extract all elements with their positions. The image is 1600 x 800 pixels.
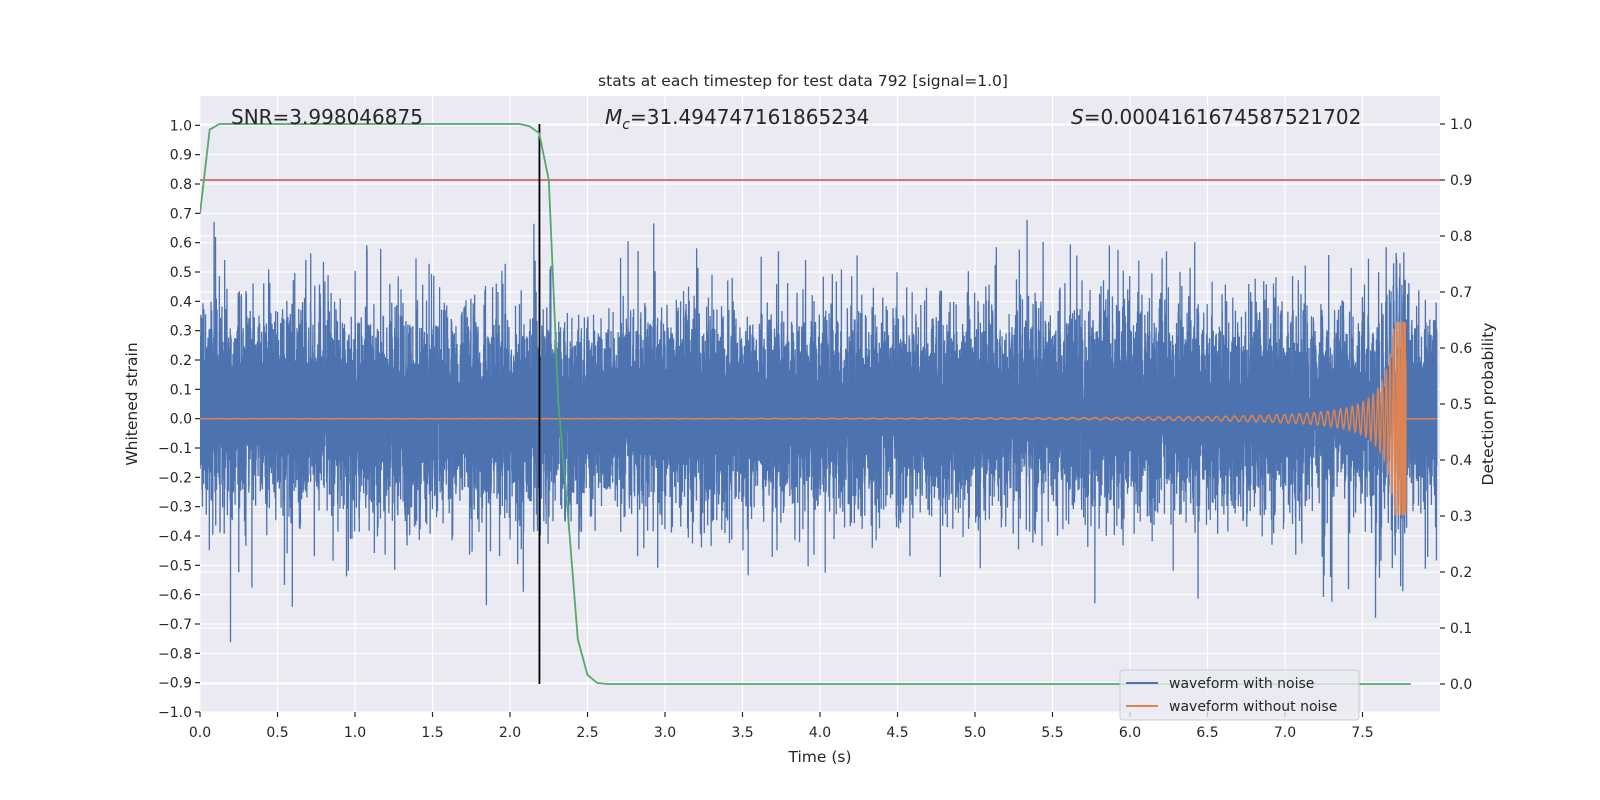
y-tick-label: −0.5 (158, 558, 192, 574)
x-tick-label: 2.5 (576, 725, 598, 741)
chart-title: stats at each timestep for test data 792… (598, 72, 1008, 90)
y-right-tick-label: 0.3 (1450, 509, 1472, 525)
y-right-tick-label: 0.9 (1450, 173, 1472, 189)
y-tick-label: 0.3 (170, 324, 192, 340)
x-tick-label: 5.0 (964, 725, 986, 741)
legend-label-clean: waveform without noise (1169, 699, 1337, 715)
mc-value: =31.494747161865234 (630, 105, 869, 129)
clean-waveform-line (200, 320, 1437, 516)
x-tick-label: 1.5 (421, 725, 443, 741)
x-tick-label: 1.0 (344, 725, 366, 741)
snr-annotation: SNR=3.998046875 (231, 105, 423, 129)
x-tick-label: 7.0 (1274, 725, 1296, 741)
y-tick-label: 0.9 (170, 148, 192, 164)
x-tick-label: 5.5 (1041, 725, 1063, 741)
y-tick-label: −0.8 (158, 646, 192, 662)
y-right-tick-label: 0.0 (1450, 677, 1472, 693)
y-right-tick-label: 0.2 (1450, 565, 1472, 581)
y-tick-label: −0.6 (158, 588, 192, 604)
y-tick-label: −0.3 (158, 500, 192, 516)
y-tick-label: −0.2 (158, 470, 192, 486)
legend-box (1119, 669, 1360, 721)
legend: waveform with noise waveform without noi… (1119, 669, 1360, 721)
y-tick-label: −1.0 (158, 705, 192, 721)
y-axis-label: Whitened strain (123, 342, 141, 465)
y-tick-label: 0.0 (170, 412, 192, 428)
s-value: =0.00041616745875217​02 (1084, 105, 1362, 129)
y-right-tick-label: 0.6 (1450, 341, 1472, 357)
y-tick-label: −0.7 (158, 617, 192, 633)
ticks: 0.0 0.5 1.0 1.5 2.0 2.5 3.0 3.5 4.0 4.5 5.0 5.5 6.0 6… (158, 117, 1472, 741)
y-tick-label: −0.1 (158, 441, 192, 457)
y-tick-label: 0.5 (170, 265, 192, 281)
y-tick-label: 0.8 (170, 177, 192, 193)
y-tick-label: 0.2 (170, 353, 192, 369)
x-tick-label: 0.0 (189, 725, 211, 741)
s-symbol: S (1071, 105, 1084, 129)
x-tick-label: 0.5 (266, 725, 288, 741)
y-tick-label: 0.7 (170, 206, 192, 222)
y-right-tick-label: 0.8 (1450, 229, 1472, 245)
x-tick-label: 3.0 (654, 725, 676, 741)
y-tick-label: 0.4 (170, 294, 192, 310)
legend-label-noise: waveform with noise (1169, 676, 1314, 692)
y-tick-label: −0.9 (158, 676, 192, 692)
y-tick-label: 1.0 (170, 118, 192, 134)
x-axis-label: Time (s) (787, 748, 851, 766)
chirp-mass-annotation: Mc=31.494747161865234 (605, 105, 869, 133)
x-tick-label: 3.5 (731, 725, 753, 741)
y-tick-label: 0.6 (170, 236, 192, 252)
mc-symbol: M (605, 105, 622, 129)
x-tick-label: 6.0 (1119, 725, 1141, 741)
x-tick-label: 7.5 (1351, 725, 1373, 741)
y-right-tick-label: 0.1 (1450, 621, 1472, 637)
noisy-waveform-line (200, 219, 1438, 643)
x-tick-label: 6.5 (1196, 725, 1218, 741)
y-right-tick-label: 0.7 (1450, 285, 1472, 301)
mc-subscript: c (622, 117, 630, 133)
y-right-tick-label: 1.0 (1450, 117, 1472, 133)
x-tick-label: 4.0 (809, 725, 831, 741)
s-annotation: S=0.00041616745875217​02 (1071, 105, 1361, 129)
series-group (200, 123, 1440, 685)
x-tick-label: 2.0 (499, 725, 521, 741)
x-tick-label: 4.5 (886, 725, 908, 741)
y-right-tick-label: 0.5 (1450, 397, 1472, 413)
y-tick-label: 0.1 (170, 382, 192, 398)
y-right-tick-label: 0.4 (1450, 453, 1472, 469)
y-tick-label: −0.4 (158, 529, 192, 545)
y-axis-right-label: Detection probability (1479, 323, 1497, 486)
